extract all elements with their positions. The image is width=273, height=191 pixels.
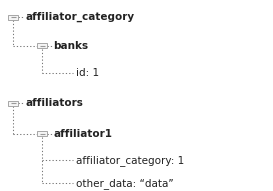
Bar bbox=[37, 131, 47, 136]
Text: banks: banks bbox=[53, 41, 88, 51]
Text: affiliator1: affiliator1 bbox=[53, 129, 112, 139]
Text: affiliator_category: 1: affiliator_category: 1 bbox=[76, 155, 184, 166]
Text: affiliator_category: affiliator_category bbox=[25, 12, 134, 22]
Text: other_data: “data”: other_data: “data” bbox=[76, 178, 174, 189]
Bar bbox=[8, 100, 18, 106]
Text: affiliators: affiliators bbox=[25, 98, 83, 108]
Text: id: 1: id: 1 bbox=[76, 68, 99, 78]
Bar bbox=[37, 43, 47, 48]
Bar bbox=[8, 15, 18, 20]
